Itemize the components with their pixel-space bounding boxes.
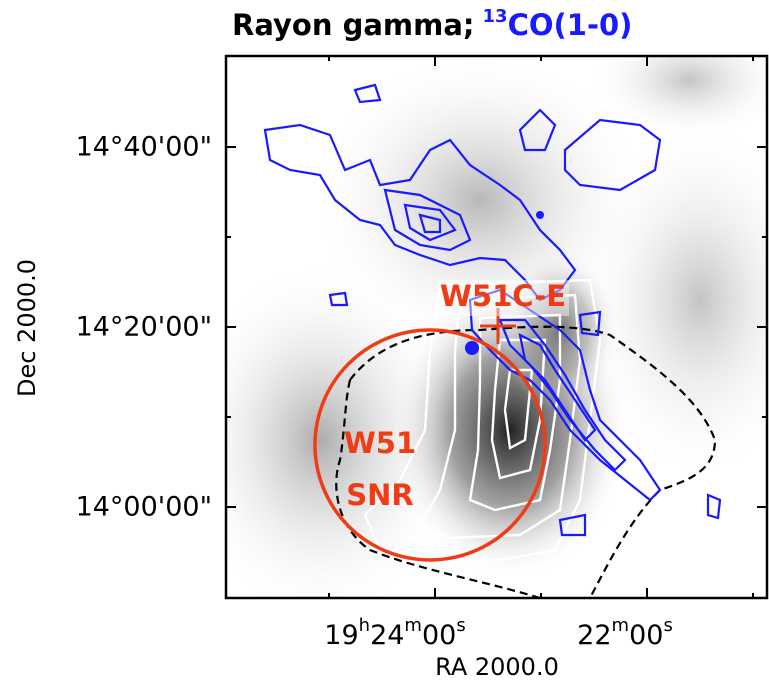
x-tick-label: 22m00s bbox=[577, 615, 673, 651]
x-tick-unit: m bbox=[404, 615, 422, 636]
snr-label: SNR bbox=[346, 478, 414, 512]
y-tick-label: 14°00'00" bbox=[76, 492, 212, 523]
title-superscript: 13 bbox=[483, 6, 508, 27]
source-label: W51C-E bbox=[440, 279, 566, 313]
title-co: CO(1-0) bbox=[508, 8, 633, 42]
x-tick-number: 00 bbox=[422, 620, 456, 651]
title-text: Rayon gamma; bbox=[232, 8, 475, 42]
snr-label: W51 bbox=[344, 426, 416, 460]
x-tick-label: 19h24m00s bbox=[324, 615, 465, 651]
x-tick-number: 24 bbox=[370, 620, 404, 651]
x-tick-unit: s bbox=[663, 615, 672, 636]
x-axis-label: RA 2000.0 bbox=[435, 653, 559, 681]
y-tick-label: 14°20'00" bbox=[76, 312, 212, 343]
x-tick-unit: h bbox=[359, 615, 370, 636]
figure: Rayon gamma; 13CO(1-0) bbox=[0, 0, 769, 682]
x-tick-number: 22 bbox=[577, 620, 611, 651]
title: Rayon gamma; 13CO(1-0) bbox=[232, 6, 632, 42]
x-tick-unit: s bbox=[456, 615, 465, 636]
sky-map: W51C-E W51 SNR bbox=[180, 20, 769, 620]
x-tick-unit: m bbox=[612, 615, 630, 636]
x-tick-number: 00 bbox=[629, 620, 663, 651]
x-tick-number: 19 bbox=[324, 620, 358, 651]
y-axis-label: Dec 2000.0 bbox=[13, 259, 41, 397]
y-tick-label: 14°40'00" bbox=[76, 132, 212, 163]
